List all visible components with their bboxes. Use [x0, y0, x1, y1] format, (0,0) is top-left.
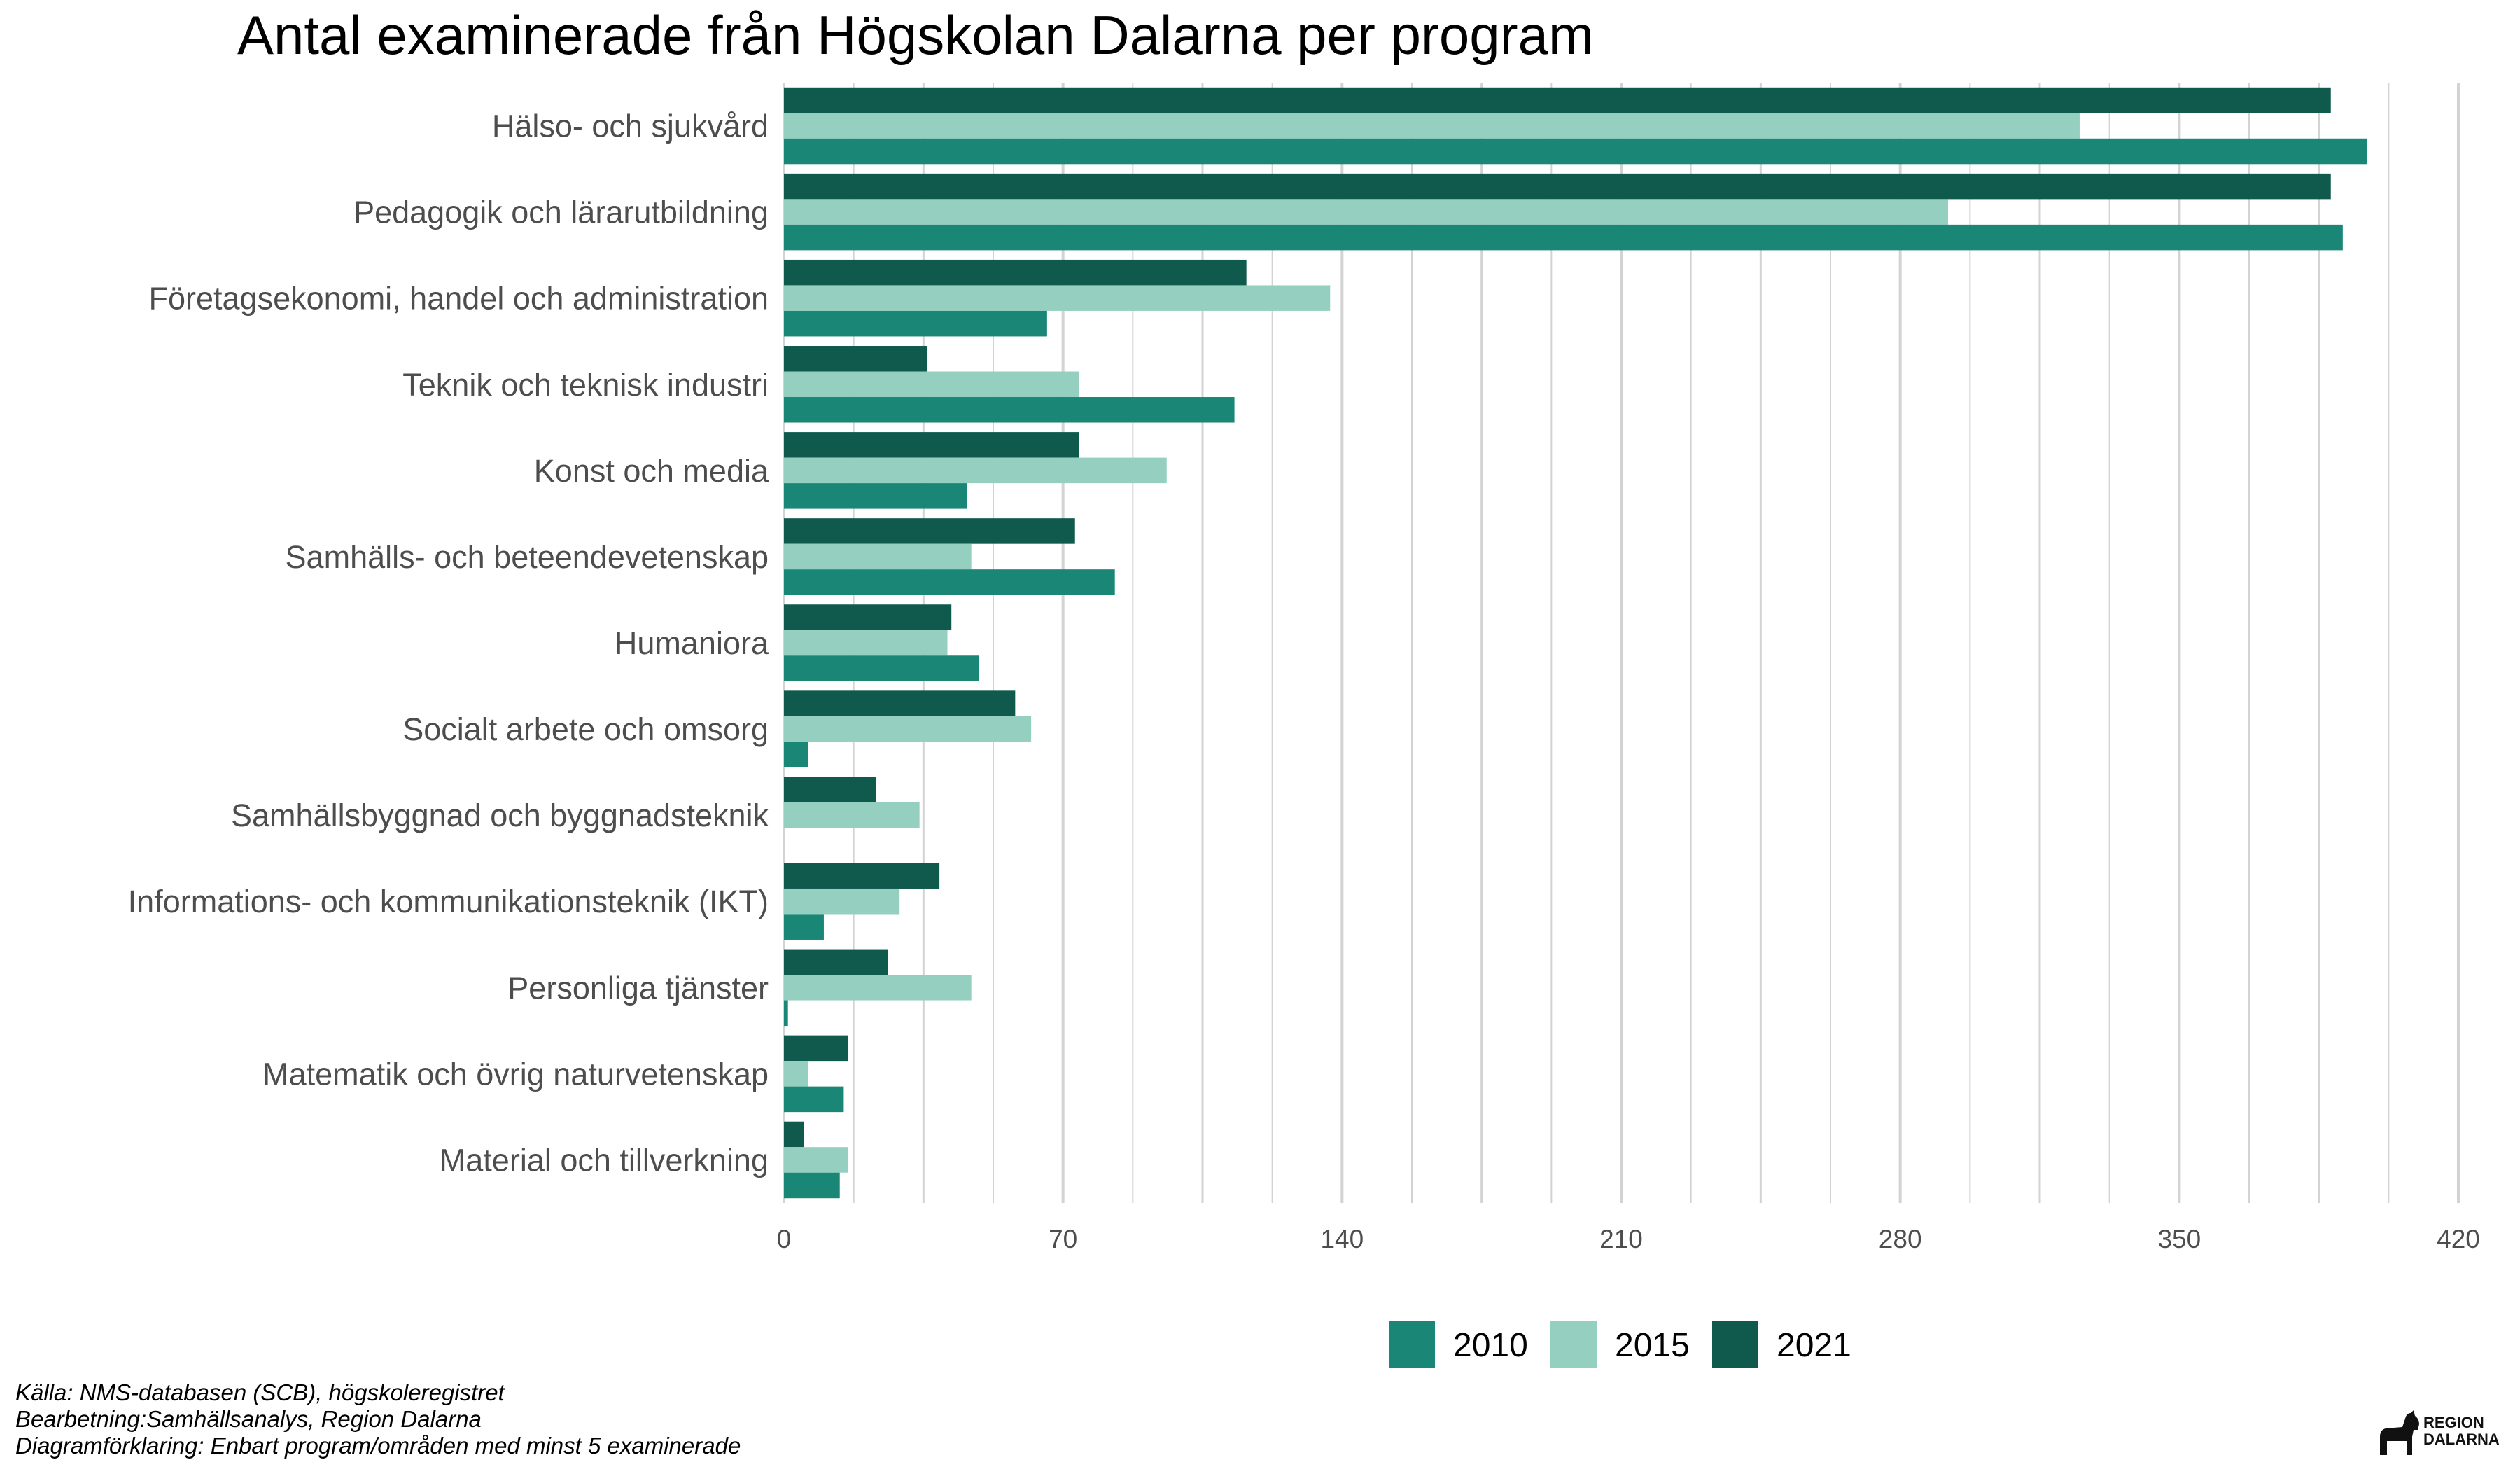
grid-lines: [783, 83, 2460, 1203]
x-tick-label: 140: [1320, 1225, 1364, 1253]
caption: Källa: NMS-databasen (SCB), högskoleregi…: [15, 1379, 741, 1459]
bar-2015-9: [784, 888, 900, 915]
bar-2021-9: [784, 863, 940, 889]
bar-2021-12: [784, 1121, 804, 1148]
x-tick-label: 280: [1879, 1225, 1922, 1253]
bar-2010-9: [784, 914, 824, 940]
bar-2015-1: [784, 199, 1949, 225]
category-label: Personliga tjänster: [507, 970, 769, 1006]
legend-label-2015: 2015: [1615, 1327, 1690, 1364]
bar-2010-1: [784, 224, 2343, 251]
x-tick-label: 350: [2157, 1225, 2201, 1253]
bar-2010-3: [784, 397, 1235, 423]
category-label: Hälso- och sjukvård: [492, 109, 769, 144]
category-label: Informations- och kommunikationsteknik (…: [128, 884, 769, 919]
legend-key-2010: [1389, 1321, 1435, 1368]
bar-2021-4: [784, 432, 1079, 458]
bar-2015-2: [784, 285, 1331, 311]
category-label: Samhälls- och beteendevetenskap: [286, 539, 769, 575]
bar-2010-5: [784, 569, 1115, 595]
bar-2015-5: [784, 543, 972, 570]
bar-2010-6: [784, 655, 980, 681]
bar-2021-0: [784, 87, 2331, 113]
bar-2010-0: [784, 138, 2367, 165]
chart-title: Antal examinerade från Högskolan Dalarna…: [237, 4, 1594, 66]
legend: 2010 2015 2021: [1389, 1321, 1851, 1368]
bar-2015-7: [784, 716, 1032, 742]
bar-2015-8: [784, 802, 920, 828]
legend-label-2021: 2021: [1777, 1327, 1851, 1364]
bar-2010-10: [784, 1000, 788, 1027]
legend-label-2010: 2010: [1453, 1327, 1528, 1364]
bar-2010-4: [784, 483, 967, 509]
category-label: Humaniora: [615, 625, 769, 661]
x-tick-label: 210: [1600, 1225, 1643, 1253]
bar-2015-0: [784, 113, 2080, 139]
bar-2010-2: [784, 310, 1047, 337]
bar-2015-10: [784, 975, 972, 1001]
bar-2015-6: [784, 630, 948, 656]
bars: [784, 87, 2367, 1199]
region-dalarna-logo: REGION DALARNA: [2374, 1406, 2514, 1462]
legend-key-2015: [1550, 1321, 1597, 1368]
bar-2021-3: [784, 346, 928, 372]
legend-key-2021: [1712, 1321, 1758, 1368]
bar-2015-11: [784, 1061, 808, 1087]
caption-note: Diagramförklaring: Enbart program/område…: [15, 1433, 741, 1459]
category-label: Teknik och teknisk industri: [402, 367, 769, 403]
bar-2021-8: [784, 777, 876, 802]
logo-text-line1: REGION: [2423, 1414, 2484, 1431]
bar-2015-4: [784, 457, 1167, 484]
x-axis-tick-labels: 0 70 140 210 280 350 420: [777, 1225, 2480, 1253]
bar-2021-6: [784, 604, 952, 630]
logo-text: REGION DALARNA: [2423, 1414, 2500, 1448]
bar-2010-12: [784, 1172, 840, 1199]
category-label: Matematik och övrig naturvetenskap: [262, 1056, 769, 1092]
category-label: Material och tillverkning: [440, 1142, 769, 1178]
x-tick-label: 0: [777, 1225, 792, 1253]
category-label: Företagsekonomi, handel och administrati…: [149, 281, 769, 317]
bar-2021-7: [784, 690, 1016, 716]
category-label: Samhällsbyggnad och byggnadsteknik: [231, 798, 769, 833]
bar-2021-11: [784, 1035, 848, 1062]
bar-2015-12: [784, 1147, 848, 1173]
category-labels: Hälso- och sjukvård Pedagogik och lärarut…: [128, 109, 769, 1178]
category-label: Konst och media: [534, 453, 769, 489]
bar-2021-5: [784, 518, 1075, 544]
bar-2021-2: [784, 259, 1247, 286]
x-tick-label: 420: [2437, 1225, 2480, 1253]
bar-2010-7: [784, 742, 808, 767]
dala-horse-icon: [2380, 1410, 2419, 1455]
bar-2021-1: [784, 173, 2331, 200]
bar-2015-3: [784, 371, 1079, 398]
bar-2021-10: [784, 949, 888, 975]
caption-processing: Bearbetning:Samhällsanalys, Region Dalar…: [15, 1406, 482, 1432]
x-tick-label: 70: [1049, 1225, 1077, 1253]
category-label: Socialt arbete och omsorg: [402, 711, 769, 747]
caption-source: Källa: NMS-databasen (SCB), högskoleregi…: [15, 1379, 505, 1405]
category-label: Pedagogik och lärarutbildning: [354, 195, 769, 230]
logo-text-line2: DALARNA: [2423, 1431, 2500, 1448]
bar-2010-11: [784, 1086, 844, 1113]
